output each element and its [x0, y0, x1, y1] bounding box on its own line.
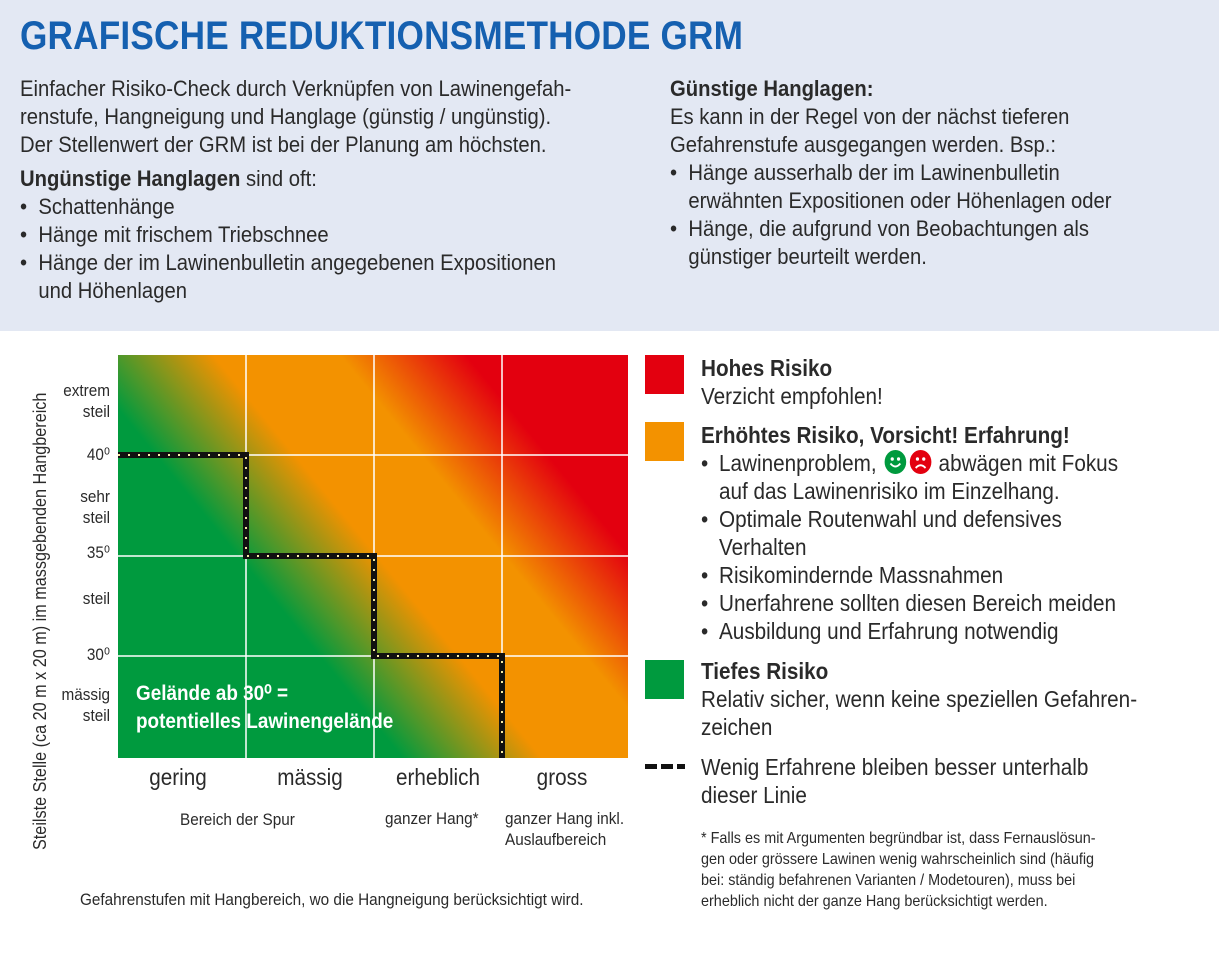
list-item: Ausbildung und Erfahrung notwendig [701, 617, 1118, 645]
list-item: Optimale Routenwahl und defensivesVerhal… [701, 505, 1118, 561]
list-item: Hänge mit frischem Triebschnee [20, 221, 590, 249]
intro-line: Einfacher Risiko-Check durch Verknüpfen … [20, 76, 572, 101]
list-item: Unerfahrene sollten diesen Bereich meide… [701, 589, 1118, 617]
legend-high: Hohes Risiko Verzicht empfohlen! [701, 355, 883, 409]
legend-low: Tiefes Risiko Relativ sicher, wenn keine… [701, 658, 1138, 740]
y-band-label: sehr steil [80, 487, 110, 527]
legend-swatch-mid [645, 422, 684, 461]
frown-icon [909, 450, 932, 474]
list-item: Hänge ausserhalb der im Lawinenbulletine… [670, 159, 1167, 215]
list-item: Hänge, die aufgrund von Beobachtungen al… [670, 215, 1167, 271]
favorable-list: Hänge ausserhalb der im Lawinenbulletine… [670, 159, 1167, 271]
legend-line: Wenig Erfahrene bleiben besser unterhalb… [701, 754, 1089, 808]
smiley-icon [884, 450, 906, 474]
x-category-label: gering [149, 764, 207, 790]
unfavorable-list: Schattenhänge Hänge mit frischem Triebsc… [20, 193, 590, 277]
legend-swatch-high [645, 355, 684, 394]
unfavorable-heading-line: Ungünstige Hanglagen sind oft: [20, 165, 590, 193]
intro-line: Der Stellenwert der GRM ist bei der Plan… [20, 132, 547, 157]
terrain-note: Gelände ab 30⁰ = potentielles Lawinengelä… [136, 682, 394, 733]
chart-caption: Gefahrenstufen mit Hangbereich, wo die H… [80, 890, 584, 909]
legend-mid: Erhöhtes Risiko, Vorsicht! Erfahrung! La… [701, 421, 1118, 645]
x-category-label: gross [536, 764, 588, 790]
y-tick-label: 35⁰ [86, 543, 110, 562]
favorable-line: Es kann in der Regel von der nächst tief… [670, 104, 1070, 129]
x-sub-label: ganzer Hang inkl. Auslaufbereich [505, 809, 625, 849]
x-category-label: erheblich [395, 764, 481, 790]
list-item: Hänge der im Lawinenbulletin angegebenen… [20, 249, 590, 277]
unfavorable-suffix: sind oft: [240, 166, 317, 191]
y-tick-label: 40⁰ [86, 445, 110, 464]
y-band-label: mässig steil [61, 685, 110, 725]
favorable-column: Günstige Hanglagen: Es kann in der Regel… [670, 75, 1167, 271]
intro-line: renstufe, Hangneigung und Hanglage (güns… [20, 104, 552, 129]
list-item-continuation: und Höhenlagen [38, 278, 187, 303]
y-band-label: extrem steil [63, 381, 110, 421]
footnote: * Falls es mit Argumenten begründbar ist… [701, 830, 1096, 910]
intro-column: Einfacher Risiko-Check durch Verknüpfen … [20, 75, 590, 305]
y-tick-label: 30⁰ [86, 645, 110, 664]
legend-swatch-low [645, 660, 684, 699]
unfavorable-heading: Ungünstige Hanglagen [20, 166, 241, 191]
list-item: Schattenhänge [20, 193, 590, 221]
experience-line [118, 452, 505, 758]
page-title: GRAFISCHE REDUKTIONSMETHODE GRM [20, 14, 744, 58]
list-item: Risikomindernde Massnahmen [701, 561, 1118, 589]
x-category-label: mässig [277, 764, 343, 790]
favorable-heading: Günstige Hanglagen: [670, 76, 874, 101]
x-sub-label: ganzer Hang* [385, 809, 479, 828]
favorable-line: Gefahrenstufe ausgegangen werden. Bsp.: [670, 132, 1056, 157]
y-band-label: steil [82, 589, 110, 608]
x-sub-label: Bereich der Spur [180, 810, 295, 829]
legend-line-swatch [645, 764, 685, 769]
